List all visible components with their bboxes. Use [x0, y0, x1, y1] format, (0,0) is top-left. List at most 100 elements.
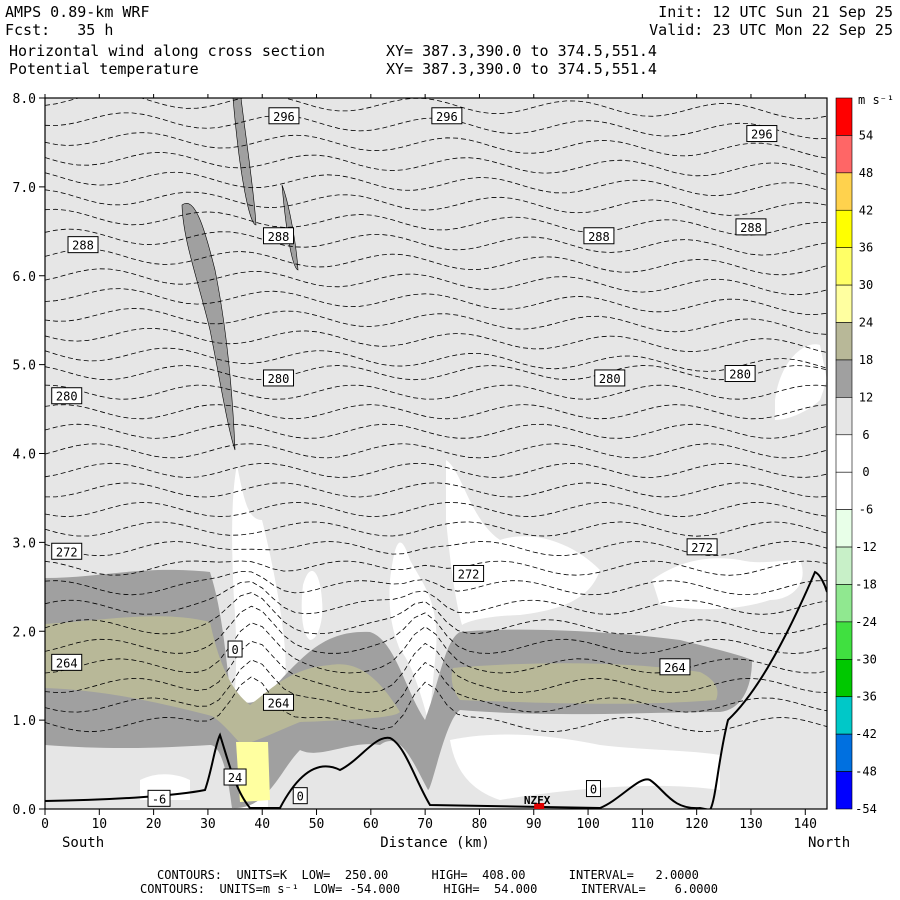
colorbar-label: -30	[855, 652, 877, 666]
theta-label: 296	[751, 128, 773, 142]
theta-label: 280	[56, 390, 78, 404]
isentrope-line	[45, 327, 827, 353]
isentrope-line	[45, 268, 827, 296]
colorbar-swatch	[835, 322, 853, 361]
x-tick-label: 0	[41, 817, 49, 832]
shading-white	[775, 344, 827, 420]
wind-label-box	[227, 640, 243, 658]
colorbar-swatch	[835, 284, 853, 323]
isentropes	[45, 98, 827, 733]
wind-label-box	[292, 787, 308, 805]
colorbar-label: 18	[859, 353, 873, 367]
wind-label-box	[147, 789, 171, 807]
isentrope-line	[45, 423, 827, 439]
theta-label: 264	[664, 661, 686, 675]
colorbar-label: -42	[855, 727, 877, 741]
x-tick-label: 130	[739, 817, 762, 832]
isentrope-line	[45, 501, 827, 518]
theta-label: 296	[273, 110, 295, 124]
x-tick-label: 90	[526, 817, 542, 832]
theta-label-box	[263, 693, 295, 711]
wind-label: 24	[228, 771, 242, 785]
y-tick-label: 3.0	[13, 536, 36, 551]
field-wind-label: Horizontal wind along cross section	[9, 42, 326, 60]
cross-section-xy-2: XY= 387.3,390.0 to 374.5,551.4	[386, 60, 657, 78]
colorbar-label: -36	[855, 690, 877, 704]
colorbar-swatch	[835, 696, 853, 735]
theta-label-box	[51, 653, 83, 671]
colorbar-swatch	[835, 733, 853, 772]
theta-label: 296	[436, 110, 458, 124]
theta-label-box	[263, 227, 295, 245]
shading-streak	[232, 98, 257, 226]
field-theta-label: Potential temperature	[9, 60, 199, 78]
x-tick-label: 110	[631, 817, 654, 832]
terrain-line	[45, 570, 827, 809]
forecast-hour: Fcst: 35 h	[5, 21, 114, 39]
wind-label: 0	[590, 783, 597, 797]
colorbar-label: 12	[859, 390, 873, 404]
x-tick-label: 20	[146, 817, 162, 832]
valid-time: Valid: 23 UTC Mon 22 Sep 25	[649, 21, 893, 39]
colorbar-label: -48	[855, 765, 877, 779]
colorbar-label: 48	[859, 166, 873, 180]
colorbar-unit: m s⁻¹	[858, 93, 894, 107]
y-tick-label: 8.0	[13, 92, 36, 107]
x-tick-label: 80	[472, 817, 488, 832]
x-tick-label: 40	[254, 817, 270, 832]
theta-label-box	[659, 658, 691, 676]
wind-label-box	[585, 780, 601, 798]
x-axis-south: South	[62, 835, 104, 851]
x-tick-label: 50	[309, 817, 325, 832]
colorbar-swatch	[835, 584, 853, 623]
isentrope-line	[45, 570, 827, 596]
colorbar-label: -24	[855, 615, 877, 629]
colorbar-swatch	[835, 209, 853, 248]
wind-label: -6	[152, 792, 166, 806]
y-tick-label: 7.0	[13, 181, 36, 196]
footer-wind-contours: CONTOURS: UNITS=m s⁻¹ LOW= -54.000 HIGH=…	[140, 882, 718, 896]
theta-label-box	[51, 542, 83, 560]
colorbar-swatch	[835, 135, 853, 174]
theta-label: 272	[458, 567, 480, 581]
y-tick-label: 0.0	[13, 803, 36, 818]
wind-label: 0	[231, 643, 238, 657]
y-tick-label: 2.0	[13, 625, 36, 640]
y-tick-label: 5.0	[13, 359, 36, 374]
contour-labels: 296 296 296 288 288 288 288 280 280 280 280 272 272 2…	[51, 107, 778, 807]
colorbar-label: 30	[859, 278, 873, 292]
theta-label-box	[686, 538, 718, 556]
theta-label: 280	[729, 368, 751, 382]
isentrope-line	[45, 98, 827, 120]
theta-label: 272	[56, 545, 78, 559]
axes: 0 10 20 30 40 50 60 70 80 90 100 110 120 130 140 0.0 1.0…	[13, 92, 818, 832]
colorbar: m s⁻¹ 54 48 42 36 30 24 18 12 6 0 -6 -12 -18 -24 -30 -3…	[835, 93, 894, 816]
isentrope-line	[45, 189, 827, 216]
isentrope-line	[45, 404, 827, 420]
theta-label-box	[431, 107, 463, 125]
colorbar-swatch	[835, 247, 853, 286]
colorbar-label: 42	[859, 203, 873, 217]
colorbar-label: 0	[862, 465, 869, 479]
model-title: AMPS 0.89-km WRF	[5, 3, 150, 21]
theta-label-box	[746, 125, 778, 143]
isentrope-line	[45, 365, 827, 381]
colorbar-label: 36	[859, 241, 873, 255]
theta-label-box	[735, 218, 767, 236]
wind-shading	[45, 98, 827, 809]
theta-label-box	[67, 236, 99, 254]
isentrope-line	[45, 347, 827, 372]
station-label: NZFX	[524, 794, 551, 807]
colorbar-swatch	[835, 172, 853, 211]
isentrope-line	[45, 228, 827, 256]
isentrope-line	[45, 112, 827, 140]
x-tick-label: 120	[685, 817, 708, 832]
isentrope-line	[45, 171, 827, 197]
x-tick-label: 70	[417, 817, 433, 832]
station-dot	[534, 803, 545, 809]
wind-label-box	[223, 768, 247, 786]
isentrope-line	[45, 132, 827, 159]
isentrope-line	[45, 622, 827, 674]
colorbar-label: 6	[862, 428, 869, 442]
